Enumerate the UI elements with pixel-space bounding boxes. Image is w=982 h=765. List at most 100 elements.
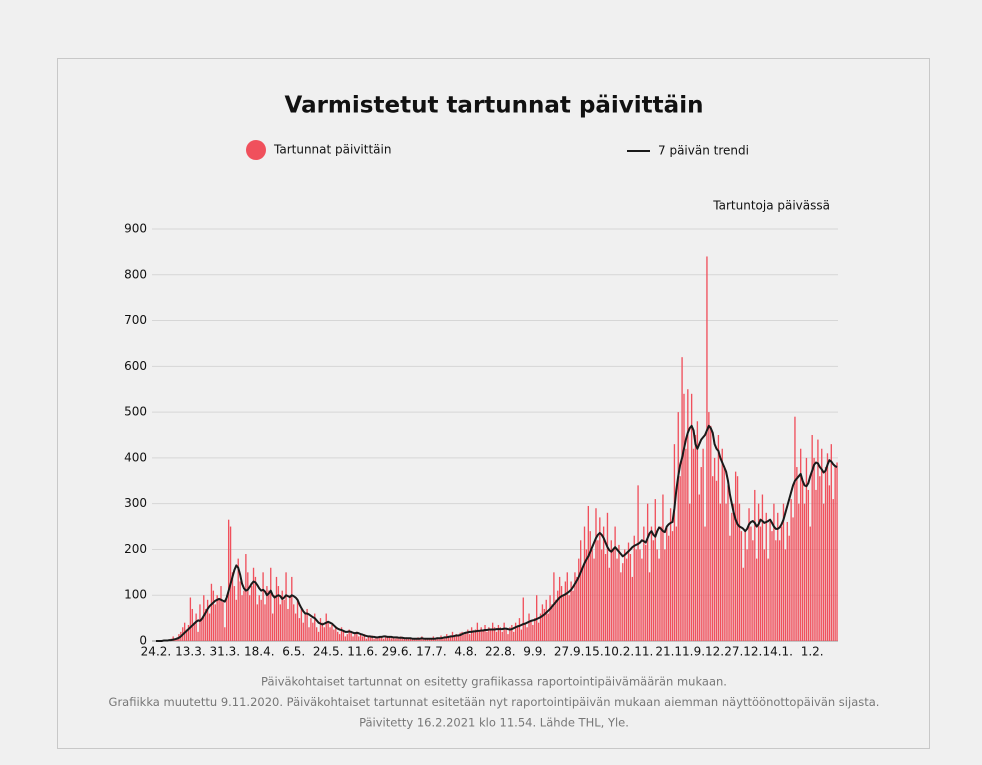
bar	[690, 393, 693, 641]
bar	[629, 554, 632, 641]
bar	[365, 638, 368, 641]
bar	[532, 624, 534, 641]
x-tick-label: 9.12.	[694, 645, 725, 659]
bar	[363, 634, 366, 641]
chart-title: Varmistetut tartunnat päivittäin	[285, 93, 704, 119]
bar	[602, 526, 605, 641]
bar	[574, 572, 576, 641]
bar	[319, 618, 322, 641]
bar	[736, 476, 739, 641]
bar	[681, 357, 683, 641]
bar	[708, 412, 710, 641]
bar	[622, 563, 624, 641]
bar	[765, 512, 767, 641]
bar	[801, 480, 804, 641]
bar	[597, 540, 599, 641]
bar	[484, 624, 486, 641]
bar	[591, 549, 593, 641]
bar	[757, 503, 760, 641]
bar	[683, 393, 685, 641]
bar	[434, 639, 436, 641]
bar	[298, 618, 301, 641]
bar	[742, 567, 744, 641]
bar	[356, 631, 358, 641]
bar	[637, 485, 639, 641]
bar	[658, 558, 660, 641]
bar	[377, 638, 379, 641]
bar	[426, 639, 429, 641]
bar	[518, 618, 521, 641]
bar	[312, 622, 314, 641]
bar	[323, 627, 325, 641]
bar	[660, 526, 662, 641]
bar	[549, 595, 551, 641]
bar	[348, 629, 350, 641]
bar	[738, 503, 741, 641]
bar	[302, 622, 304, 641]
bar	[723, 467, 725, 641]
x-tick-label: 21.11.	[655, 645, 693, 659]
bar	[247, 572, 249, 641]
bar	[763, 549, 766, 641]
bar	[648, 572, 651, 641]
bar	[300, 608, 303, 641]
x-tick-label: 9.9.	[523, 645, 546, 659]
bar	[241, 595, 243, 641]
bar	[197, 631, 199, 641]
bar	[423, 639, 425, 641]
bar	[252, 567, 255, 641]
bar	[254, 576, 257, 641]
bar	[664, 549, 666, 641]
bar	[733, 503, 735, 641]
bar	[361, 636, 364, 641]
bar	[469, 634, 471, 641]
bar	[218, 599, 220, 641]
bar	[495, 631, 498, 641]
bar	[294, 613, 297, 641]
bar	[279, 604, 281, 641]
bar	[335, 627, 337, 641]
bar	[654, 499, 656, 641]
y-tick-label: 500	[124, 405, 147, 419]
bar	[557, 590, 559, 641]
bar	[283, 599, 285, 641]
bar	[625, 558, 628, 641]
bar	[539, 613, 542, 641]
bar	[656, 549, 658, 641]
bar	[470, 627, 473, 641]
y-tick-label: 600	[124, 359, 147, 373]
bar	[589, 531, 591, 641]
bar	[344, 636, 347, 641]
bar	[555, 599, 557, 641]
bar	[354, 634, 356, 641]
bar	[373, 638, 375, 641]
bar	[568, 595, 570, 641]
bar	[359, 634, 362, 641]
x-tick-label: 17.7.	[416, 645, 447, 659]
bar	[185, 629, 188, 641]
bar	[315, 627, 318, 641]
bar	[687, 389, 689, 641]
bar	[308, 627, 310, 641]
x-tick-label: 2.11.	[623, 645, 654, 659]
bar	[296, 599, 299, 641]
bar	[700, 467, 702, 641]
bar	[725, 503, 727, 641]
bar	[513, 631, 515, 641]
bar	[821, 448, 823, 641]
bar	[226, 595, 228, 641]
y-tick-label: 300	[124, 496, 147, 510]
bar	[712, 476, 714, 641]
x-tick-label: 13.3.	[175, 645, 206, 659]
bar	[461, 631, 463, 641]
bar	[564, 581, 567, 641]
bar	[740, 531, 743, 641]
bar	[505, 629, 507, 641]
x-tick-label: 24.5.	[313, 645, 344, 659]
bar	[643, 526, 645, 641]
bar	[668, 535, 670, 641]
bar	[331, 624, 333, 641]
bar	[558, 576, 561, 641]
bar	[553, 572, 555, 641]
